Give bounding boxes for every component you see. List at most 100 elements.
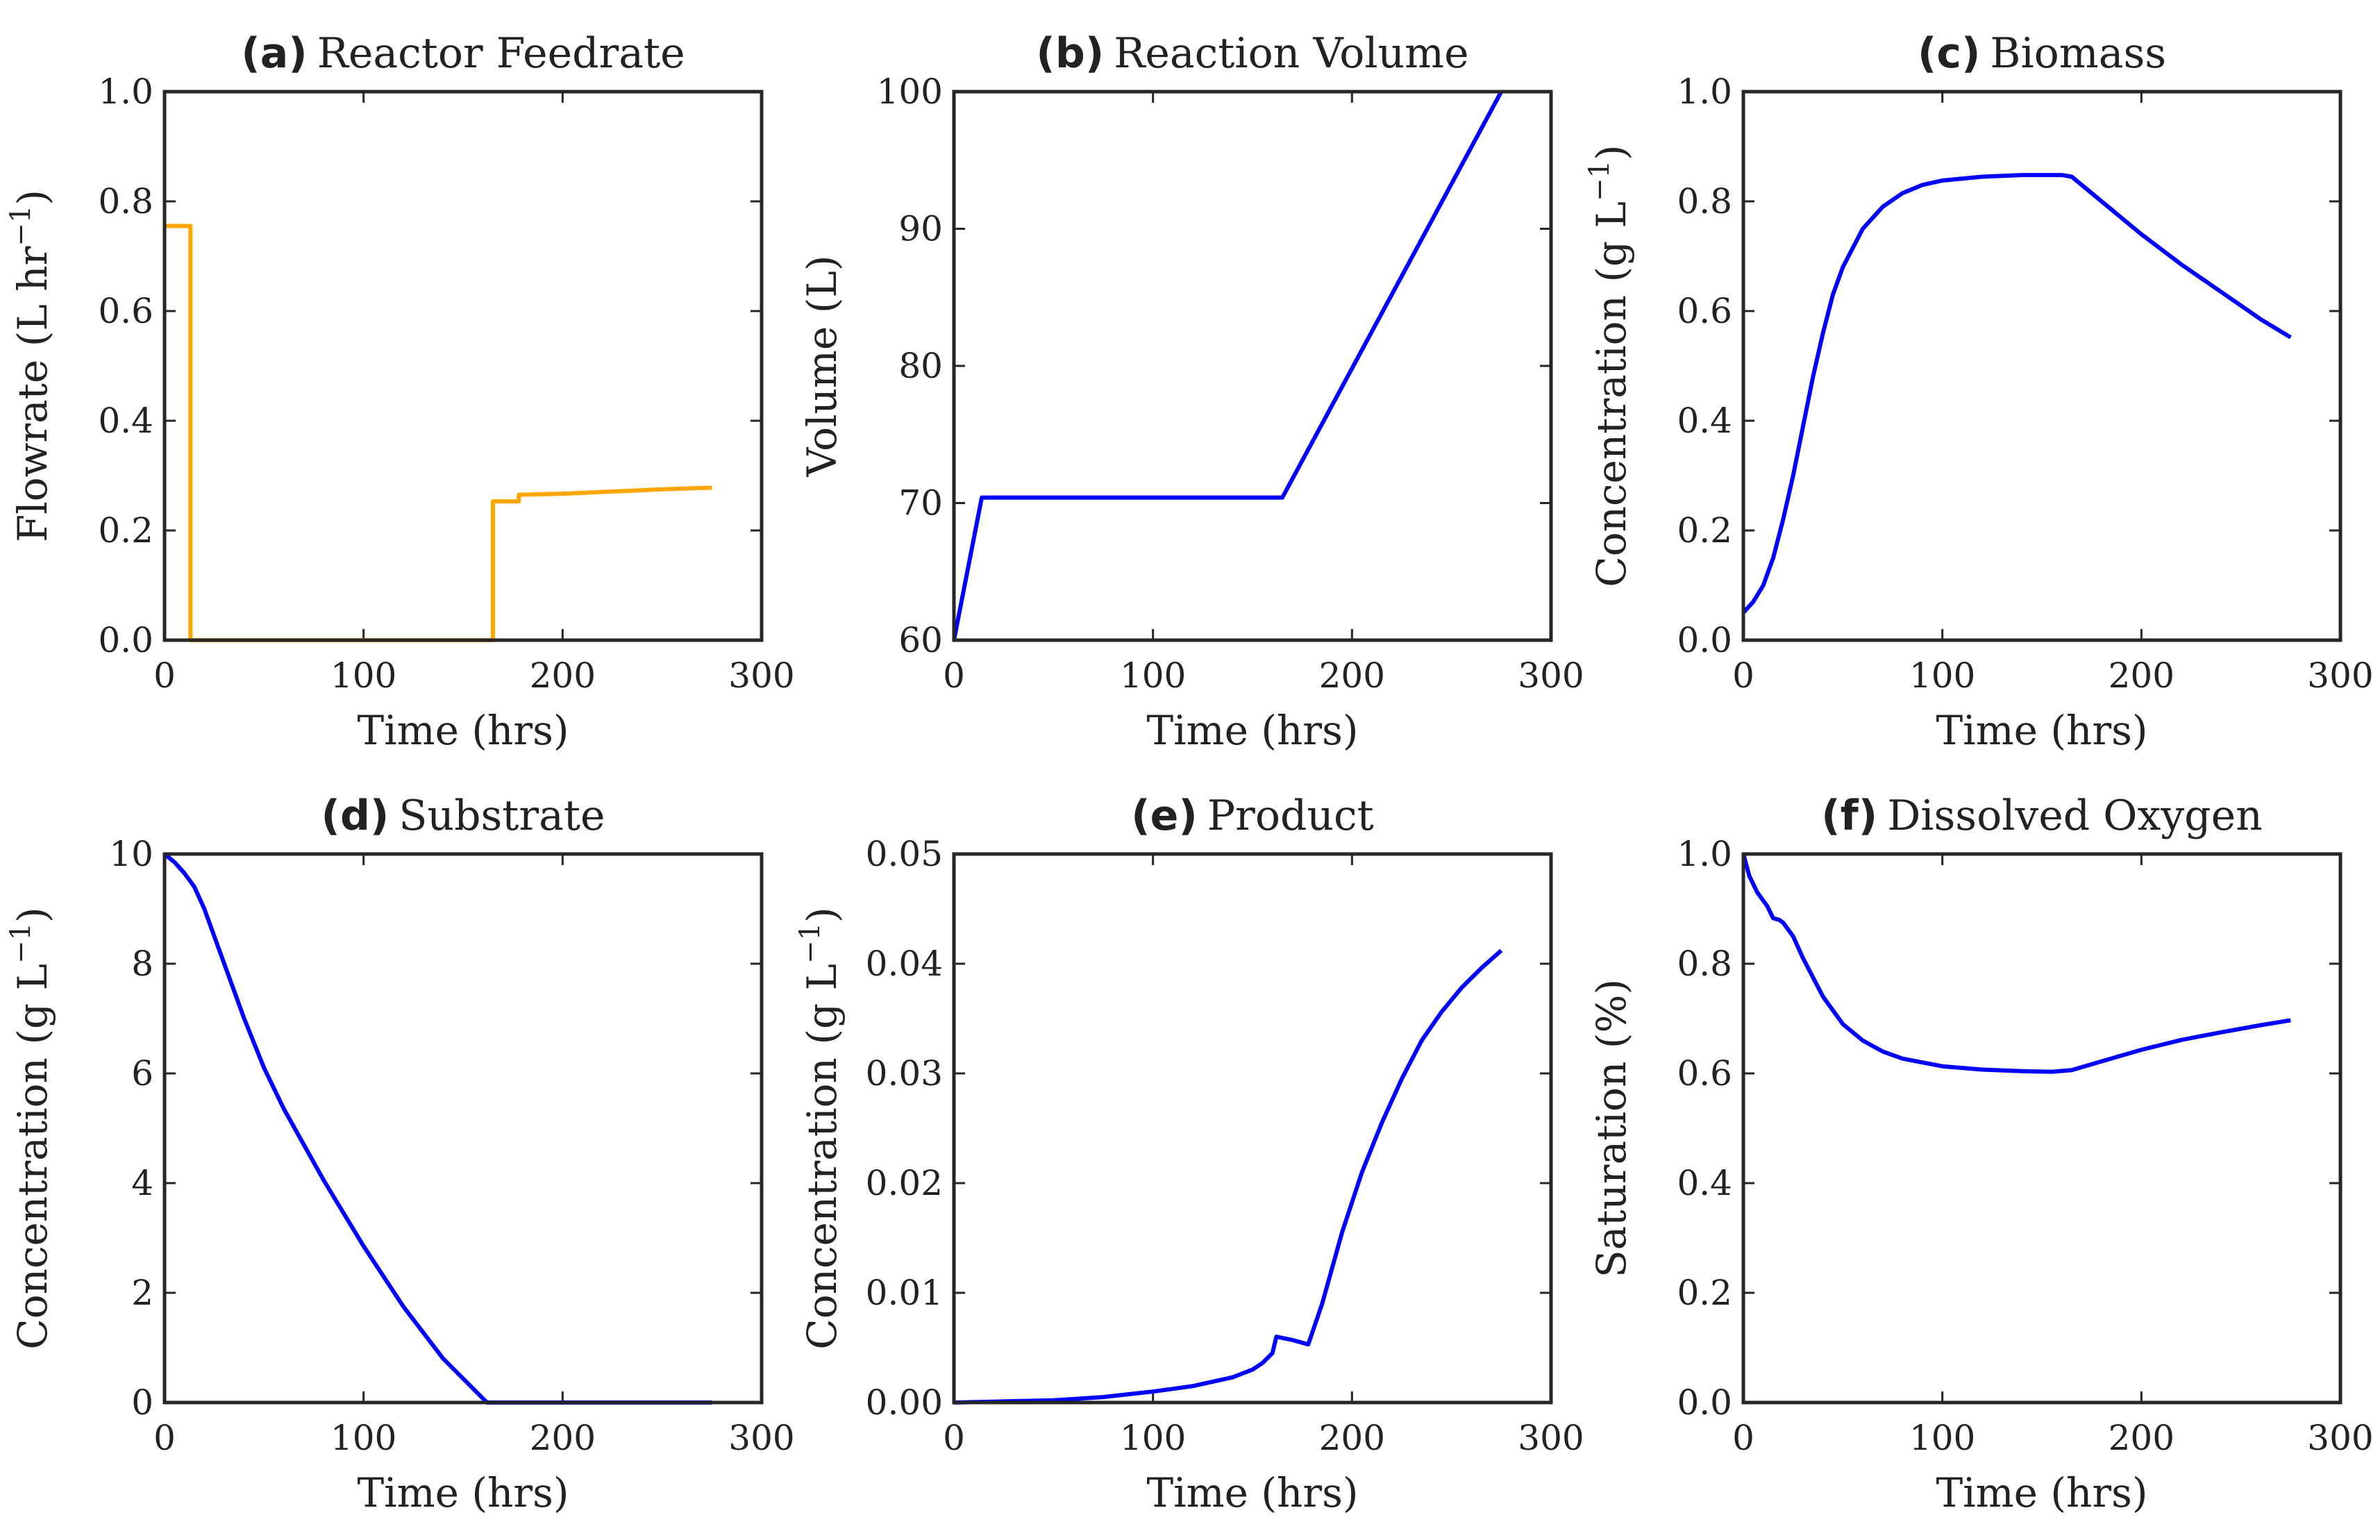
y-tick-label: 0.8 — [98, 181, 153, 221]
y-axis-label-exponent: −1 — [1584, 160, 1616, 201]
y-tick-label: 0.6 — [1677, 1053, 1732, 1094]
series-line — [1741, 173, 2292, 614]
chart-panel: (f) Dissolved Oxygen 0 100 200 300 0.0 0.2 0.4 0.… — [1588, 792, 2374, 1516]
panel-title: Reactor Feedrate — [317, 29, 685, 78]
x-tick-label: 0 — [1732, 1418, 1754, 1458]
y-axis-label-text: Concentration (g L — [9, 964, 56, 1350]
y-axis-label-exponent: −1 — [5, 923, 37, 964]
y-tick-label: 0.4 — [1677, 1163, 1732, 1203]
y-tick-label: 0.8 — [1677, 944, 1732, 984]
y-tick-label: 4 — [131, 1163, 153, 1203]
x-axis-label: Time (hrs) — [1146, 1469, 1358, 1516]
y-tick-label: 0.4 — [1677, 401, 1732, 441]
chart-panel: (e) Product 0 100 200 300 0.00 0.01 0.02 0.03 0.04… — [794, 792, 1584, 1516]
y-tick-label: 0.00 — [866, 1382, 943, 1423]
y-axis-label: Concentration (g L−1) — [794, 907, 846, 1349]
x-tick-label: 0 — [153, 655, 176, 696]
x-axis-label: Time (hrs) — [1936, 1469, 2147, 1516]
y-axis-label: Flowrate (L hr−1) — [5, 190, 56, 542]
x-tick-label: 300 — [1518, 1418, 1584, 1458]
y-tick-label: 0.2 — [1677, 510, 1732, 551]
series-line — [1741, 853, 2291, 1074]
panel-letter: (f) — [1821, 792, 1877, 840]
panel-title: Dissolved Oxygen — [1887, 792, 2263, 840]
y-axis-label-text: Concentration (g L — [1588, 201, 1635, 587]
y-axis-label-exponent: −1 — [5, 206, 37, 246]
x-tick-label: 200 — [2109, 655, 2174, 696]
plot-frame — [162, 852, 764, 1405]
y-axis-label: Concentration (g L−1) — [1584, 144, 1635, 587]
panel-letter: (c) — [1918, 29, 1980, 78]
x-tick-label: 300 — [1518, 655, 1584, 696]
y-tick-label: 6 — [131, 1053, 153, 1094]
chart-title: (e) Product — [1131, 792, 1374, 840]
x-tick-label: 300 — [2307, 1418, 2373, 1458]
x-tick-label: 200 — [1319, 655, 1385, 696]
y-tick-label: 0.04 — [866, 944, 943, 984]
chart-panel: (b) Reaction Volume 0 100 200 300 60 70 80 90 100 T… — [798, 29, 1584, 754]
y-tick-label: 0.2 — [98, 510, 153, 551]
x-tick-label: 300 — [2307, 655, 2373, 696]
x-axis-label: Time (hrs) — [1146, 707, 1358, 754]
x-tick-label: 100 — [1120, 1418, 1186, 1458]
x-tick-label: 100 — [1120, 655, 1186, 696]
y-axis-label-text: Concentration (g L — [798, 964, 846, 1350]
y-tick-label: 0.8 — [1677, 181, 1732, 221]
y-tick-label: 1.0 — [98, 72, 153, 112]
plot-frame — [162, 90, 764, 642]
y-tick-label: 0.03 — [866, 1053, 943, 1094]
chart-panel: (c) Biomass 0 100 200 300 0.0 0.2 0.4 0.6 0.8 1.0 Ti… — [1584, 29, 2374, 754]
panel-letter: (e) — [1131, 792, 1198, 840]
panel-title: Substrate — [399, 792, 605, 840]
y-axis-label-close: ) — [9, 190, 56, 206]
plot-frame — [952, 852, 1553, 1405]
x-tick-label: 100 — [330, 1418, 396, 1458]
y-tick-label: 70 — [898, 483, 943, 524]
y-tick-label: 80 — [898, 346, 943, 386]
y-tick-label: 0.0 — [1677, 620, 1732, 660]
y-tick-label: 0.0 — [1677, 1382, 1732, 1423]
y-axis-label-text: Flowrate (L hr — [9, 246, 56, 542]
y-tick-label: 0.0 — [98, 620, 153, 660]
x-tick-label: 0 — [943, 655, 965, 696]
chart-title: (b) Reaction Volume — [1036, 29, 1468, 78]
y-axis-label: Volume (L) — [798, 256, 846, 478]
y-tick-label: 0.02 — [866, 1163, 943, 1203]
y-axis-label-close: ) — [9, 907, 56, 923]
x-axis-label: Time (hrs) — [357, 1469, 569, 1516]
panel-title: Biomass — [1990, 29, 2166, 78]
x-tick-label: 300 — [728, 1418, 794, 1458]
y-axis-label: Concentration (g L−1) — [5, 907, 56, 1349]
x-tick-label: 0 — [943, 1418, 965, 1458]
chart-title: (d) Substrate — [321, 792, 605, 840]
series-line — [953, 948, 1503, 1405]
y-tick-label: 8 — [131, 944, 153, 984]
x-tick-label: 200 — [530, 655, 596, 696]
series-line — [165, 224, 712, 642]
y-tick-label: 60 — [898, 620, 943, 660]
chart-panel: (a) Reactor Feedrate 0 100 200 300 0.0 0.2 0.4 0.… — [5, 29, 795, 754]
y-axis-label: Saturation (%) — [1588, 979, 1635, 1278]
y-tick-label: 0.4 — [98, 401, 153, 441]
y-tick-label: 0.2 — [1677, 1273, 1732, 1313]
y-tick-label: 0.05 — [866, 834, 943, 874]
x-tick-label: 0 — [153, 1418, 176, 1458]
y-tick-label: 0.01 — [866, 1273, 943, 1313]
plot-frame — [952, 90, 1553, 642]
series-line — [952, 90, 1503, 641]
y-tick-label: 0.6 — [1677, 291, 1732, 331]
y-tick-label: 0 — [131, 1382, 153, 1423]
panel-title: Product — [1207, 792, 1374, 840]
y-tick-label: 10 — [109, 834, 153, 874]
y-tick-label: 100 — [877, 72, 943, 112]
y-axis-label-close: ) — [798, 907, 846, 923]
x-tick-label: 200 — [1319, 1418, 1385, 1458]
x-tick-label: 200 — [530, 1418, 596, 1458]
x-tick-label: 100 — [330, 655, 396, 696]
y-axis-label-text: Volume (L) — [798, 256, 846, 478]
chart-title: (f) Dissolved Oxygen — [1821, 792, 2263, 840]
y-tick-label: 90 — [898, 209, 943, 249]
x-tick-label: 200 — [2109, 1418, 2174, 1458]
y-tick-label: 1.0 — [1677, 72, 1732, 112]
